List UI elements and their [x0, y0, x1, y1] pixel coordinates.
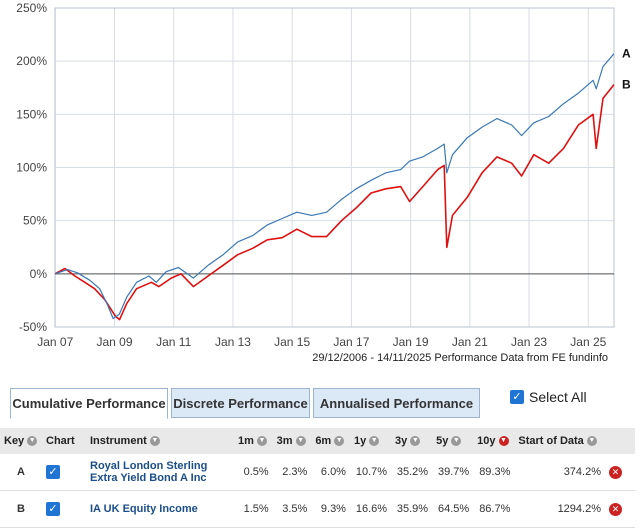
cell-1m: 0.5% — [234, 454, 273, 491]
header-key[interactable]: Key ▼ — [0, 428, 42, 454]
x-tick-label: Jan 21 — [452, 335, 488, 349]
table-header-row: Key ▼ Chart Instrument ▼ 1m ▼ 3m ▼ 6m ▼ 1y ▼ 3… — [0, 428, 635, 454]
sort-icon[interactable]: ▼ — [256, 436, 267, 447]
header-3y[interactable]: 3y ▼ — [391, 428, 433, 454]
y-tick-label: 0% — [30, 267, 48, 281]
row-remove-cell: ✕ — [605, 454, 635, 491]
header-10y[interactable]: 10y ▼ — [473, 428, 515, 454]
y-tick-label: 250% — [16, 1, 47, 15]
x-tick-label: Jan 13 — [215, 335, 251, 349]
sort-icon[interactable]: ▼ — [451, 436, 462, 447]
sort-active-icon[interactable]: ▼ — [498, 436, 509, 447]
y-tick-label: 50% — [23, 214, 47, 228]
sort-icon[interactable]: ▼ — [334, 436, 345, 447]
sort-icon[interactable]: ▼ — [369, 436, 380, 447]
x-tick-label: Jan 11 — [156, 335, 191, 349]
select-all-label: Select All — [529, 389, 587, 405]
chart-svg: 250% 200% 150% 100% 50% 0% -50%Jan 07 Jan 09 Jan… — [16, 1, 631, 364]
cell-1y: 10.7% — [349, 454, 392, 491]
header-3m[interactable]: 3m ▼ — [272, 428, 312, 454]
cell-3y: 35.2% — [391, 454, 433, 491]
series-line-a — [54, 53, 615, 320]
sort-icon[interactable]: ▼ — [149, 436, 160, 447]
header-instrument[interactable]: Instrument ▼ — [86, 428, 234, 454]
row-key: A — [0, 454, 42, 491]
cell-start-of-data: 374.2% — [514, 454, 605, 491]
tab-discrete-performance[interactable]: Discrete Performance — [171, 388, 310, 418]
header-remove — [605, 428, 635, 454]
instrument-link[interactable]: Royal London Sterling Extra Yield Bond A… — [90, 460, 208, 484]
cell-6m: 6.0% — [311, 454, 350, 491]
y-tick-label: 100% — [16, 161, 47, 175]
chart-checkbox[interactable]: ✓ — [46, 465, 60, 479]
cell-10y: 89.3% — [473, 454, 515, 491]
tab-bar: Cumulative Performance Discrete Performa… — [10, 388, 635, 419]
x-tick-label: Jan 07 — [37, 335, 73, 349]
sort-icon[interactable]: ▼ — [586, 436, 597, 447]
performance-table: Key ▼ Chart Instrument ▼ 1m ▼ 3m ▼ 6m ▼ 1y ▼ 3… — [0, 428, 635, 528]
x-tick-label: Jan 17 — [333, 335, 369, 349]
instrument-link[interactable]: IA UK Equity Income — [90, 503, 198, 515]
header-5y[interactable]: 5y ▼ — [432, 428, 474, 454]
series-label-b: B — [622, 78, 631, 92]
y-tick-label: -50% — [19, 320, 47, 334]
sort-icon[interactable]: ▼ — [410, 436, 421, 447]
series-line-b — [54, 84, 615, 321]
header-start-of-data[interactable]: Start of Data ▼ — [514, 428, 605, 454]
remove-icon[interactable]: ✕ — [609, 502, 622, 516]
cell-3m: 2.3% — [272, 454, 312, 491]
select-all-checkbox[interactable]: ✓ — [510, 390, 524, 404]
header-chart[interactable]: Chart — [42, 428, 86, 454]
select-all-toggle[interactable]: ✓ Select All — [510, 389, 587, 405]
tab-cumulative-performance[interactable]: Cumulative Performance — [10, 388, 168, 419]
x-tick-label: Jan 23 — [511, 335, 547, 349]
header-6m[interactable]: 6m ▼ — [311, 428, 350, 454]
header-1m[interactable]: 1m ▼ — [234, 428, 273, 454]
cell-5y: 39.7% — [432, 454, 474, 491]
y-tick-label: 150% — [16, 107, 47, 121]
sort-icon[interactable]: ▼ — [27, 436, 38, 447]
chart-source-text: 29/12/2006 - 14/11/2025 Performance Data… — [312, 352, 608, 364]
row-instrument-cell: Royal London Sterling Extra Yield Bond A… — [86, 454, 234, 491]
chart-checkbox[interactable]: ✓ — [46, 502, 60, 516]
sort-icon[interactable]: ▼ — [295, 436, 306, 447]
header-1y[interactable]: 1y ▼ — [349, 428, 392, 454]
series-label-a: A — [622, 47, 631, 61]
remove-icon[interactable]: ✕ — [609, 465, 622, 479]
x-tick-label: Jan 15 — [274, 335, 310, 349]
y-tick-label: 200% — [16, 54, 47, 68]
x-tick-label: Jan 25 — [570, 335, 606, 349]
tab-annualised-performance[interactable]: Annualised Performance — [313, 388, 480, 418]
x-tick-label: Jan 09 — [96, 335, 132, 349]
x-tick-label: Jan 19 — [393, 335, 429, 349]
table-row: A ✓ Royal London Sterling Extra Yield Bo… — [0, 454, 635, 491]
row-chart-cell: ✓ — [42, 454, 86, 491]
performance-chart: 250% 200% 150% 100% 50% 0% -50% Jan 07 Jan 09 Jan… — [16, 1, 631, 364]
plot-border — [54, 7, 615, 328]
